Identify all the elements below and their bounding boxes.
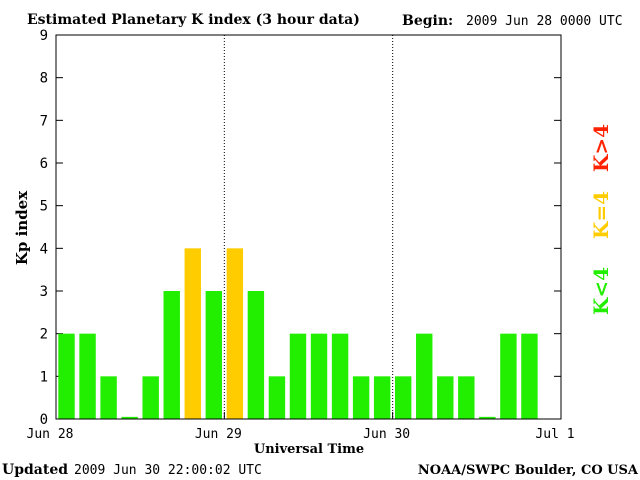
y-tick-label: 2 <box>40 327 48 343</box>
y-tick-label: 8 <box>40 71 48 87</box>
kp-bar <box>521 333 538 419</box>
kp-bar <box>268 376 286 419</box>
begin-value: 2009 Jun 28 0000 UTC <box>466 14 623 29</box>
begin-label: Begin: <box>402 13 453 29</box>
y-tick-label: 1 <box>40 369 48 385</box>
y-tick-label: 0 <box>40 412 48 428</box>
kp-bar <box>121 416 138 419</box>
updated-value: 2009 Jun 30 22:00:02 UTC <box>74 463 262 478</box>
updated-label: Updated <box>2 462 68 478</box>
kp-bar <box>479 416 496 419</box>
x-tick-label: Jun 29 <box>195 427 242 442</box>
kp-bar <box>142 376 159 419</box>
kp-bar <box>58 333 75 419</box>
x-axis-ticks: Jun 28 Jun 29 Jun 30 Jul 1 <box>27 412 575 442</box>
y-tick-label: 3 <box>40 284 48 300</box>
kp-bar <box>79 333 96 419</box>
y-axis-label: Kp index <box>13 190 31 265</box>
kp-bar <box>394 376 412 419</box>
legend-equal: K=4 <box>589 191 613 239</box>
day-separators <box>223 35 394 419</box>
kp-bar <box>226 248 244 419</box>
kp-bar <box>247 291 265 419</box>
legend-below: K<4 <box>589 267 613 315</box>
legend-above: K>4 <box>589 124 613 172</box>
kp-bar <box>458 376 475 419</box>
kp-bar <box>500 333 517 419</box>
kp-bar <box>163 291 180 419</box>
kp-bar <box>416 333 433 419</box>
kp-bar <box>289 333 307 419</box>
x-tick-label: Jun 30 <box>363 427 410 442</box>
kp-bar <box>373 376 391 419</box>
kp-bars <box>58 248 538 419</box>
x-axis-label: Universal Time <box>254 442 364 457</box>
plot-frame <box>55 34 562 420</box>
kp-bar <box>100 376 117 419</box>
kp-bar <box>331 333 349 419</box>
y-tick-label: 7 <box>40 113 48 129</box>
chart-title: Estimated Planetary K index (3 hour data… <box>27 12 360 28</box>
kp-bar <box>352 376 370 419</box>
kp-bar <box>205 291 223 419</box>
y-tick-label: 5 <box>40 199 48 215</box>
x-tick-label: Jun 28 <box>27 427 74 442</box>
kp-bar <box>184 248 201 419</box>
x-tick-label: Jul 1 <box>535 427 574 442</box>
kp-bar <box>310 333 328 419</box>
y-tick-label: 6 <box>40 156 48 172</box>
kp-bar <box>437 376 454 419</box>
y-tick-label: 9 <box>40 28 48 44</box>
y-tick-label: 4 <box>40 241 48 257</box>
source-credit: NOAA/SWPC Boulder, CO USA <box>418 463 639 478</box>
